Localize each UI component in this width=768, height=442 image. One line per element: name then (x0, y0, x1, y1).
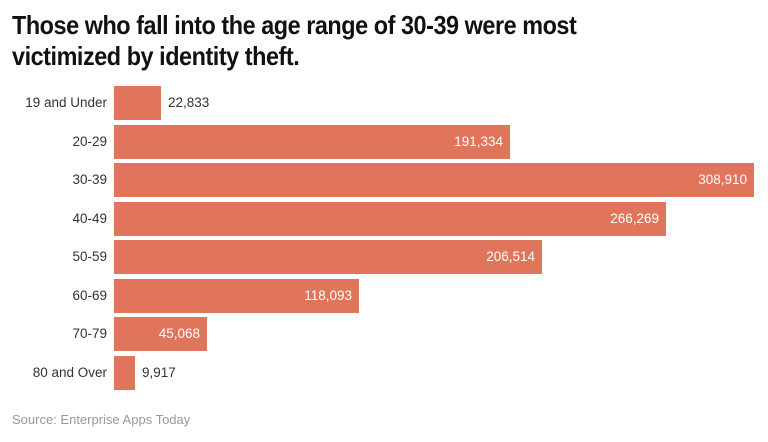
value-label: 206,514 (486, 249, 535, 264)
bar-row: 50-59 206,514 (0, 240, 768, 274)
bar (114, 124, 510, 159)
bar (114, 278, 359, 313)
category-label: 30-39 (72, 172, 107, 187)
bar-row: 19 and Under 22,833 (0, 86, 768, 120)
bar-row: 20-29 191,334 (0, 124, 768, 159)
bar (114, 163, 754, 197)
bar-row: 80 and Over 9,917 (0, 355, 768, 390)
bar (114, 86, 161, 120)
chart-title: Those who fall into the age range of 30-… (12, 10, 577, 71)
category-label: 20-29 (72, 133, 107, 149)
category-label: 60-69 (72, 287, 107, 303)
bar (114, 317, 207, 351)
bar-row: 40-49 266,269 (0, 201, 768, 236)
bar (114, 201, 666, 236)
value-label: 9,917 (142, 364, 176, 380)
bar (114, 355, 135, 390)
category-label: 70-79 (72, 326, 107, 341)
value-label: 308,910 (698, 172, 747, 187)
category-label: 19 and Under (25, 95, 107, 110)
category-label: 40-49 (72, 210, 107, 226)
value-label: 22,833 (168, 95, 210, 110)
bar-row: 70-79 45,068 (0, 317, 768, 351)
bar-row: 30-39 308,910 (0, 163, 768, 197)
category-label: 50-59 (72, 249, 107, 264)
value-label: 45,068 (158, 326, 200, 341)
source-note: Source: Enterprise Apps Today (12, 412, 191, 427)
value-label: 191,334 (454, 133, 503, 149)
bar-row: 60-69 118,093 (0, 278, 768, 313)
bar (114, 240, 542, 274)
value-label: 266,269 (610, 210, 659, 226)
category-label: 80 and Over (32, 364, 107, 380)
value-label: 118,093 (304, 287, 352, 303)
